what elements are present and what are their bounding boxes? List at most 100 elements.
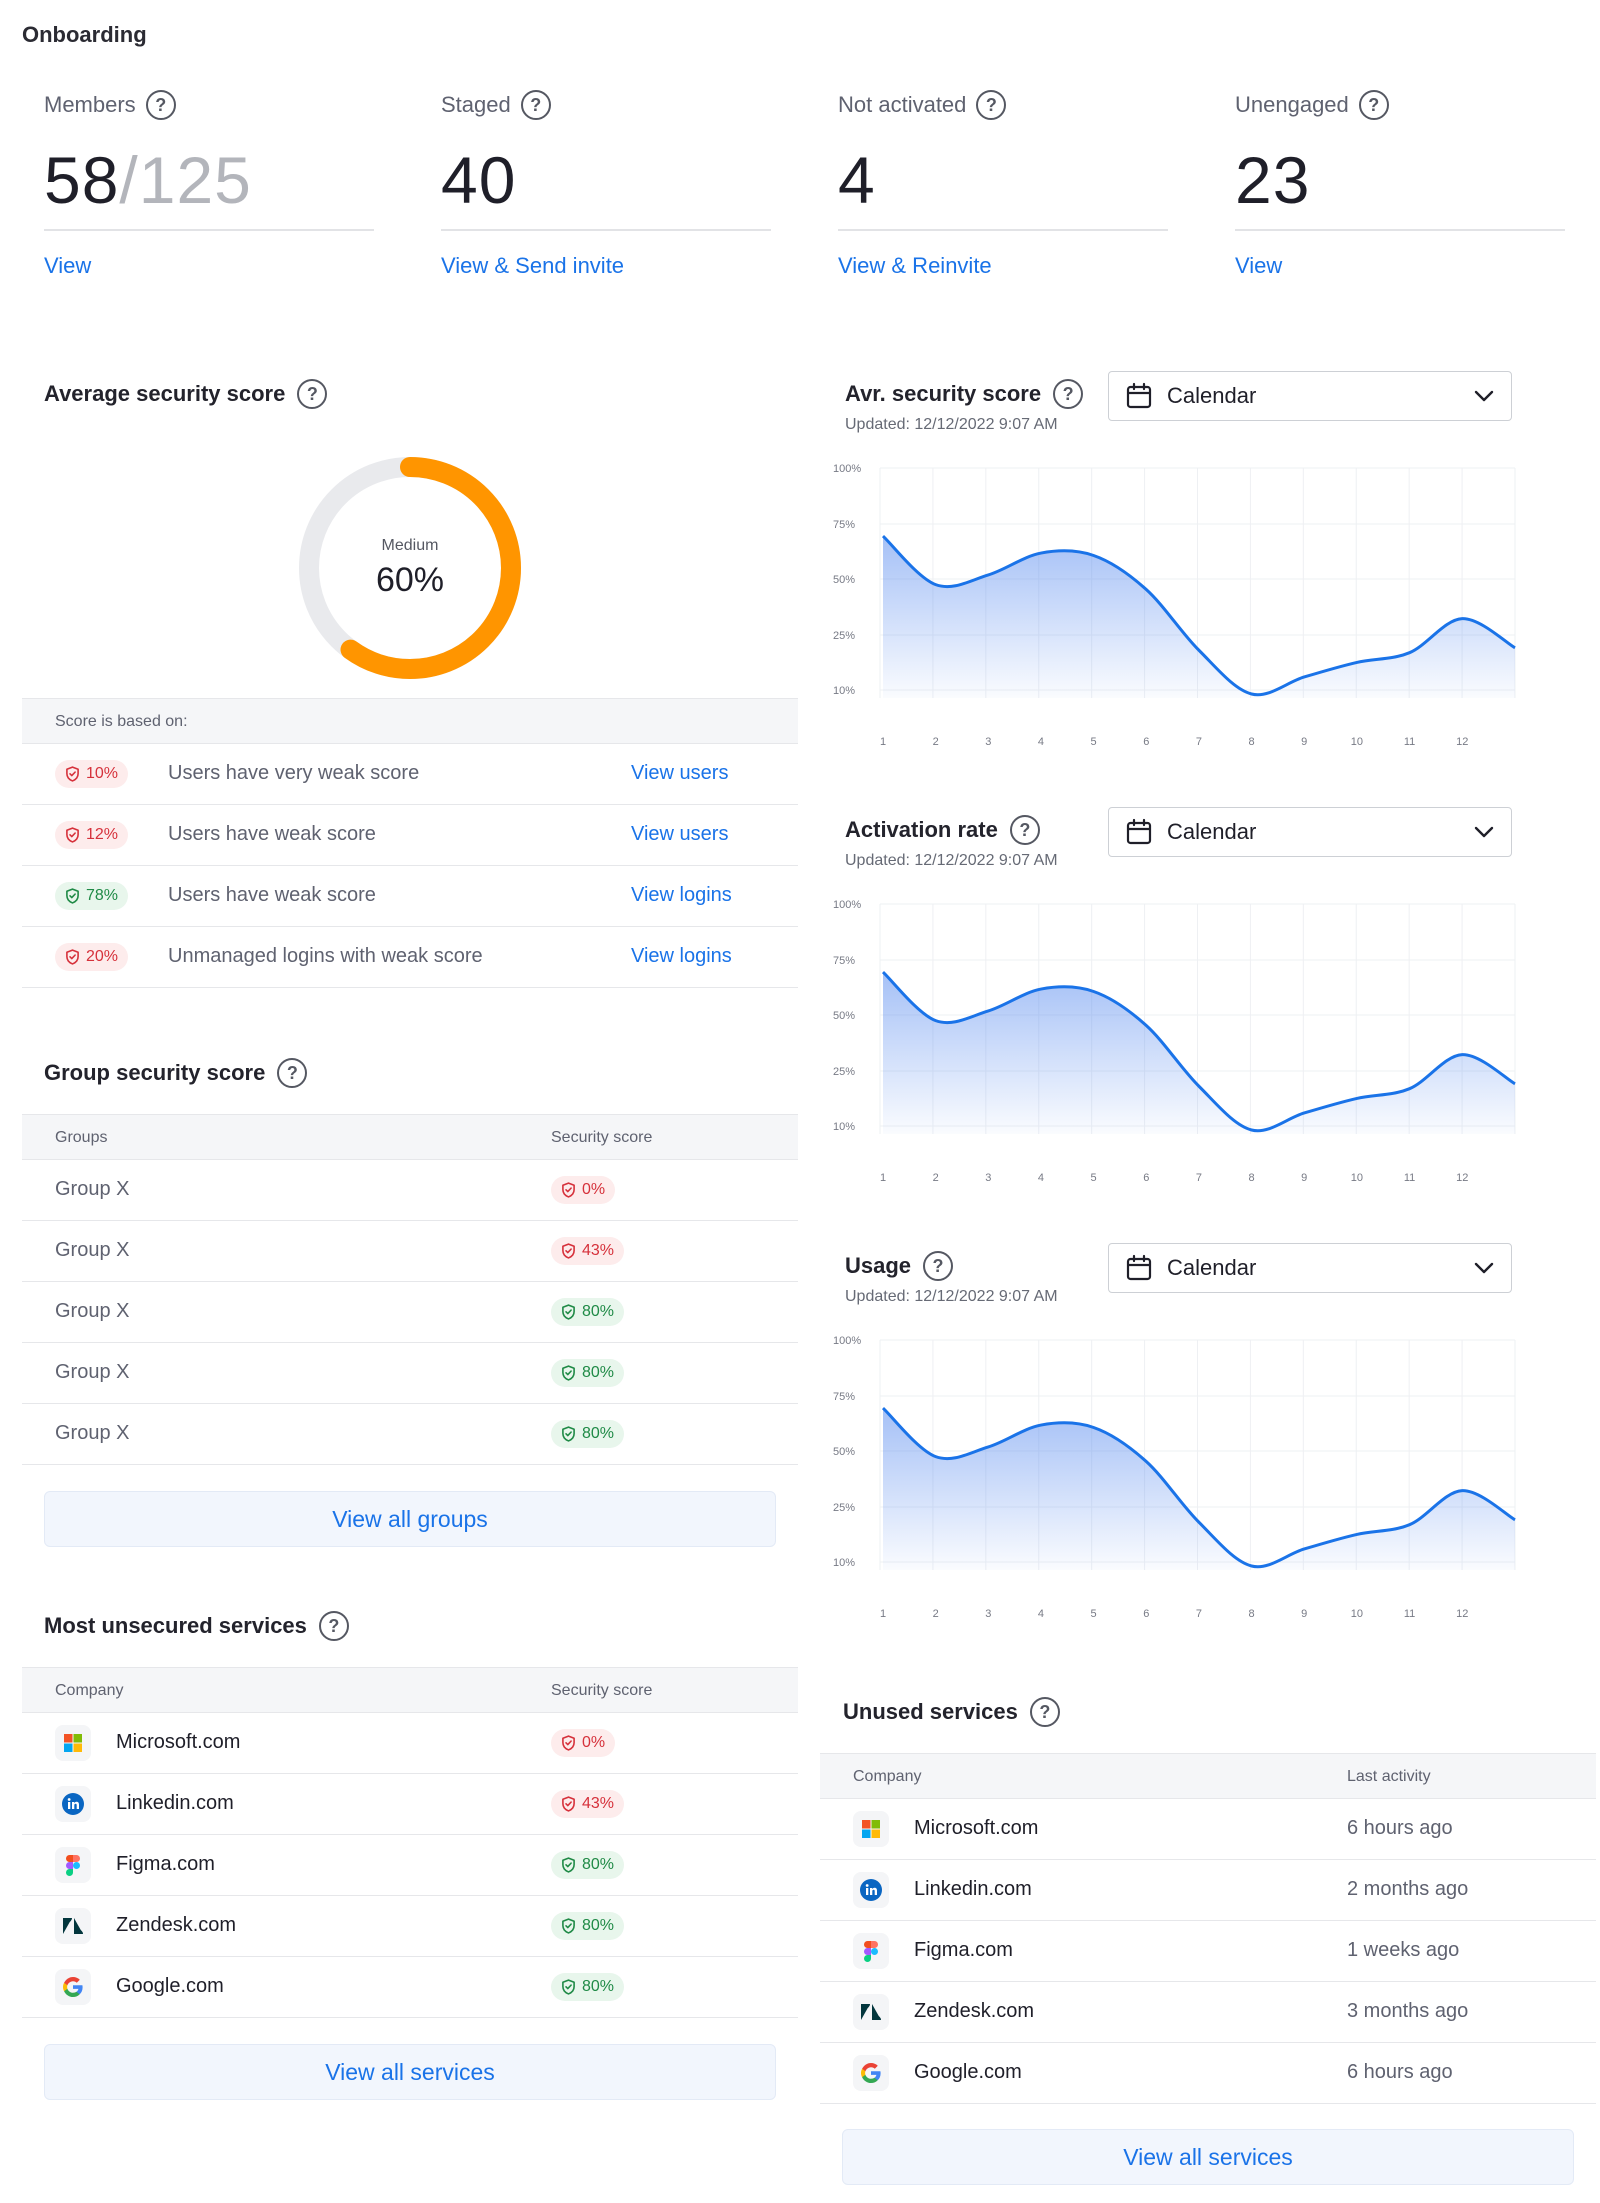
help-icon[interactable]: ? — [1029, 1697, 1060, 1727]
chevron-down-icon — [1474, 826, 1494, 838]
section-title: Group security score — [44, 1060, 266, 1085]
company-name[interactable]: Linkedin.com — [914, 1878, 1032, 1900]
shield-check-icon — [66, 949, 79, 965]
help-icon[interactable]: ? — [145, 90, 176, 120]
view-members-link[interactable]: View — [44, 253, 92, 278]
calendar-select[interactable]: Calendar — [1108, 807, 1512, 857]
score-badge: 43% — [551, 1790, 625, 1818]
shield-check-icon — [562, 1243, 575, 1259]
x-tick-label: 5 — [1091, 736, 1097, 748]
section-title: Most unsecured services — [44, 1613, 307, 1638]
group-score-table: Groups Security score Group X 0% Group X 43… — [22, 1114, 798, 1465]
updated-timestamp: Updated: 12/12/2022 9:07 AM — [845, 852, 1058, 869]
company-name[interactable]: Figma.com — [116, 1853, 215, 1875]
x-tick-label: 12 — [1456, 1608, 1468, 1620]
x-tick-label: 4 — [1038, 736, 1044, 748]
last-activity: 6 hours ago — [1347, 2061, 1453, 2083]
score-percent: 43% — [582, 1795, 615, 1812]
google-logo-icon — [853, 2055, 889, 2091]
x-tick-label: 3 — [985, 1172, 991, 1184]
help-icon[interactable]: ? — [318, 1611, 349, 1641]
x-tick-label: 8 — [1249, 736, 1255, 748]
calendar-select[interactable]: Calendar — [1108, 1243, 1512, 1293]
help-icon[interactable]: ? — [297, 379, 328, 409]
google-logo-icon — [55, 1969, 91, 2005]
view-link[interactable]: View logins — [631, 945, 732, 967]
x-tick-label: 5 — [1091, 1608, 1097, 1620]
column-header-company: Company — [55, 1682, 124, 1699]
stat-value: 4 — [838, 137, 1168, 223]
view-all-groups-button[interactable]: View all groups — [44, 1491, 776, 1547]
score-percent: 80% — [582, 1364, 615, 1381]
figma-logo-icon — [853, 1933, 889, 1969]
help-icon[interactable]: ? — [976, 90, 1007, 120]
view-link[interactable]: View logins — [631, 884, 732, 906]
stat-count: 23 — [1235, 143, 1311, 217]
table-row: Google.com 80% — [22, 1957, 798, 2018]
view-unengaged-link[interactable]: View — [1235, 253, 1283, 278]
score-percent: 80% — [582, 1917, 615, 1934]
help-icon[interactable]: ? — [1358, 90, 1389, 120]
view-link[interactable]: View users — [631, 762, 729, 784]
help-icon[interactable]: ? — [923, 1251, 954, 1281]
select-value: Calendar — [1167, 819, 1257, 844]
help-icon[interactable]: ? — [277, 1058, 308, 1088]
stat-label: Not activated — [838, 92, 967, 117]
help-icon[interactable]: ? — [1053, 379, 1084, 409]
calendar-select[interactable]: Calendar — [1108, 371, 1512, 421]
shield-check-icon — [66, 827, 79, 843]
table-row: Microsoft.com 6 hours ago — [820, 1799, 1596, 1860]
company-name[interactable]: Microsoft.com — [116, 1731, 241, 1753]
table-row: Group X 43% — [22, 1221, 798, 1282]
x-tick-label: 2 — [933, 1608, 939, 1620]
calendar-icon — [1126, 1254, 1152, 1281]
table-row: Group X 80% — [22, 1404, 798, 1465]
x-tick-label: 4 — [1038, 1172, 1044, 1184]
score-percent: 43% — [582, 1242, 615, 1259]
company-name[interactable]: Figma.com — [914, 1939, 1013, 1961]
stat-label: Members — [44, 92, 136, 117]
area-chart: 100%75%50%25%10%1 2 3 4 5 6 7 8 9 10 11 12 — [833, 463, 1516, 748]
group-name: Group X — [55, 1361, 130, 1383]
chevron-down-icon — [1474, 1262, 1494, 1274]
y-tick-label: 10% — [833, 1121, 855, 1133]
table-header: Groups Security score — [22, 1114, 798, 1160]
chevron-down-icon — [1474, 390, 1494, 402]
table-row: Group X 0% — [22, 1160, 798, 1221]
table-row: Google.com 6 hours ago — [820, 2043, 1596, 2104]
company-name[interactable]: Google.com — [914, 2061, 1022, 2083]
select-value: Calendar — [1167, 383, 1257, 408]
series-line — [881, 1406, 1516, 1569]
donut-center: Medium 60% — [296, 454, 524, 682]
view-send-invite-link[interactable]: View & Send invite — [441, 253, 625, 278]
y-tick-label: 100% — [833, 1335, 861, 1347]
table-row: Zendesk.com 3 months ago — [820, 1982, 1596, 2043]
x-tick-label: 1 — [880, 1608, 886, 1620]
donut-progress-arc — [299, 457, 521, 679]
company-name[interactable]: Google.com — [116, 1975, 224, 1997]
y-tick-label: 100% — [833, 463, 861, 475]
company-name[interactable]: Linkedin.com — [116, 1792, 234, 1814]
divider — [441, 229, 771, 231]
table-header: Score is based on: — [22, 698, 798, 744]
x-tick-label: 7 — [1196, 1172, 1202, 1184]
company-name[interactable]: Microsoft.com — [914, 1817, 1039, 1839]
score-percent: 80% — [582, 1856, 615, 1873]
stat-count: 40 — [441, 143, 517, 217]
view-link[interactable]: View users — [631, 823, 729, 845]
company-name[interactable]: Zendesk.com — [116, 1914, 237, 1936]
stat-members: Members? 58/125 View — [44, 85, 374, 279]
stat-count: 58 — [44, 143, 120, 217]
score-percent: 10% — [86, 765, 119, 782]
view-reinvite-link[interactable]: View & Reinvite — [838, 253, 992, 278]
unused-services-table: Company Last activity Microsoft.com 6 hou… — [820, 1753, 1596, 2104]
company-name[interactable]: Zendesk.com — [914, 2000, 1035, 2022]
x-tick-label: 8 — [1249, 1172, 1255, 1184]
column-header-score: Security score — [551, 1682, 653, 1699]
help-icon[interactable]: ? — [1009, 815, 1040, 845]
view-all-unused-services-button[interactable]: View all services — [842, 2129, 1574, 2185]
y-tick-label: 50% — [833, 574, 855, 586]
score-percent: 0% — [582, 1734, 606, 1751]
view-all-services-button[interactable]: View all services — [44, 2044, 776, 2100]
help-icon[interactable]: ? — [520, 90, 551, 120]
